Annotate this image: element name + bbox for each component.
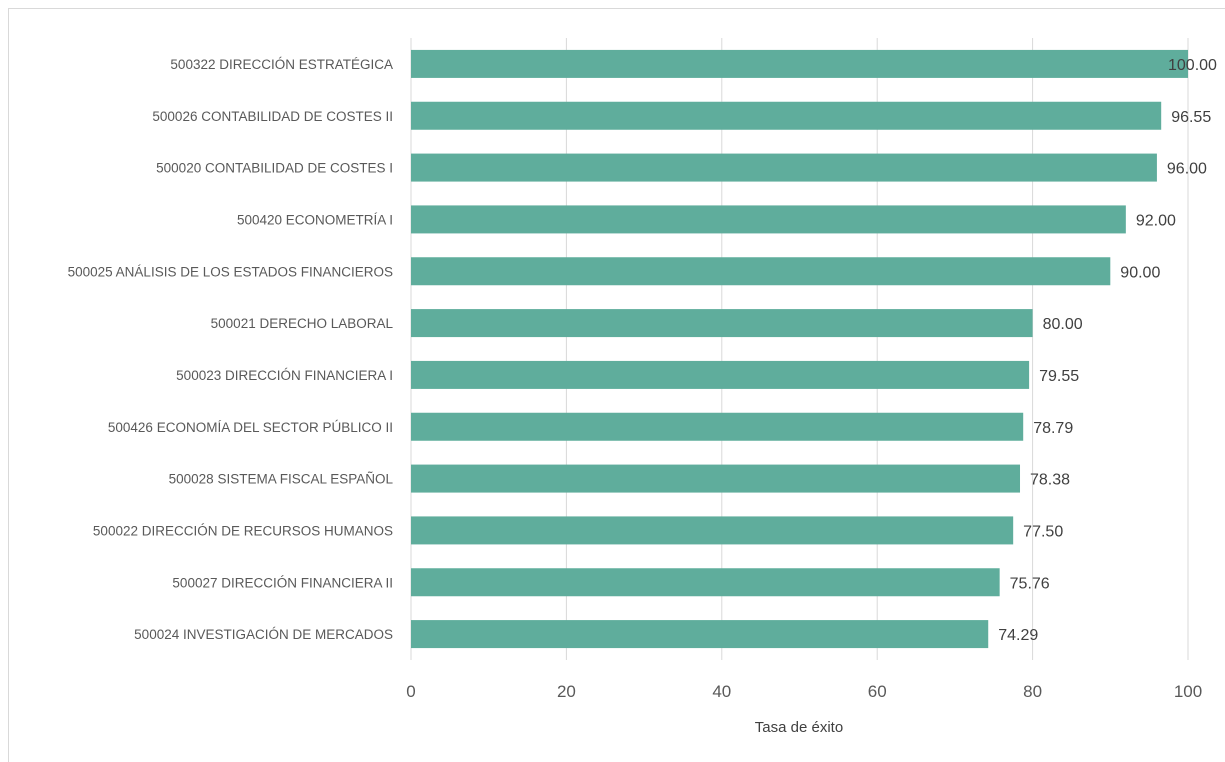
data-label: 90.00 <box>1120 264 1160 281</box>
bar <box>411 153 1157 182</box>
data-label: 96.55 <box>1171 109 1211 126</box>
category-label: 500420 ECONOMETRÍA I <box>237 212 393 227</box>
x-tick-label: 60 <box>868 682 887 701</box>
category-label: 500023 DIRECCIÓN FINANCIERA I <box>176 368 393 383</box>
data-label: 80.00 <box>1043 316 1083 333</box>
bar <box>411 412 1024 441</box>
category-label: 500024 INVESTIGACIÓN DE MERCADOS <box>134 627 393 642</box>
category-label: 500025 ANÁLISIS DE LOS ESTADOS FINANCIER… <box>68 264 393 279</box>
bar <box>411 49 1188 78</box>
data-label: 96.00 <box>1167 161 1207 178</box>
data-label: 92.00 <box>1136 212 1176 229</box>
x-tick-label: 20 <box>557 682 576 701</box>
bar <box>411 257 1111 286</box>
category-label: 500322 DIRECCIÓN ESTRATÉGICA <box>170 57 393 72</box>
data-label: 79.55 <box>1039 368 1079 385</box>
data-label: 100.00 <box>1168 57 1217 74</box>
data-label: 74.29 <box>998 627 1038 644</box>
category-labels: 500322 DIRECCIÓN ESTRATÉGICA 500026 CONTA… <box>68 57 394 642</box>
category-label: 500028 SISTEMA FISCAL ESPAÑOL <box>169 472 394 487</box>
grid-layer <box>410 38 1189 660</box>
data-label: 77.50 <box>1023 523 1063 540</box>
category-label: 500020 CONTABILIDAD DE COSTES I <box>156 161 393 176</box>
category-label: 500022 DIRECCIÓN DE RECURSOS HUMANOS <box>93 523 393 538</box>
x-axis-title: Tasa de éxito <box>755 719 843 736</box>
bar <box>411 309 1033 338</box>
category-label: 500026 CONTABILIDAD DE COSTES II <box>152 109 393 124</box>
category-label: 500021 DERECHO LABORAL <box>211 316 394 331</box>
x-tick-label: 100 <box>1174 682 1202 701</box>
bar <box>411 620 989 649</box>
bar <box>411 360 1030 389</box>
bar <box>411 101 1162 130</box>
bar <box>411 205 1126 234</box>
bar <box>411 516 1014 545</box>
data-label: 78.38 <box>1030 472 1070 489</box>
x-tick-label: 40 <box>712 682 731 701</box>
bar-layer <box>411 49 1188 649</box>
x-tick-label: 0 <box>406 682 415 701</box>
x-tick-label: 80 <box>1023 682 1042 701</box>
category-label: 500027 DIRECCIÓN FINANCIERA II <box>172 575 393 590</box>
bar <box>411 568 1000 597</box>
data-label: 75.76 <box>1010 575 1050 592</box>
data-label: 78.79 <box>1033 420 1073 437</box>
x-tick-labels: 0 20 40 60 80 100 <box>406 682 1202 701</box>
bar <box>411 464 1021 493</box>
category-label: 500426 ECONOMÍA DEL SECTOR PÚBLICO II <box>108 420 393 435</box>
data-labels: 100.00 96.55 96.00 92.00 90.00 80.00 79.55 78.7… <box>998 57 1217 644</box>
chart-frame <box>8 8 1225 762</box>
